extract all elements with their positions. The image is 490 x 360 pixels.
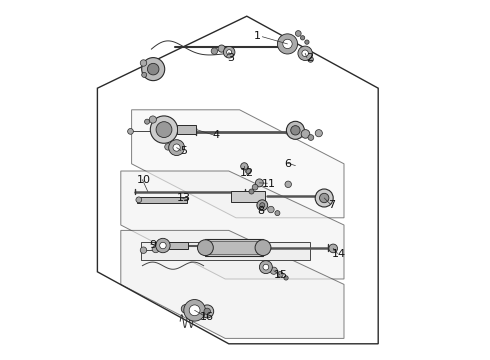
Text: 14: 14	[332, 249, 345, 259]
Circle shape	[160, 242, 166, 249]
Circle shape	[295, 31, 301, 36]
Circle shape	[259, 261, 272, 274]
Bar	[205, 239, 263, 256]
Circle shape	[181, 305, 190, 313]
Circle shape	[291, 126, 300, 135]
Circle shape	[156, 122, 172, 138]
Circle shape	[246, 169, 251, 174]
Circle shape	[136, 197, 142, 203]
Text: 15: 15	[274, 270, 288, 280]
Circle shape	[218, 45, 225, 52]
Circle shape	[308, 57, 314, 62]
Circle shape	[140, 247, 147, 253]
Circle shape	[169, 140, 185, 156]
Text: 12: 12	[240, 168, 254, 178]
Text: 13: 13	[177, 193, 191, 203]
Text: 7: 7	[328, 200, 335, 210]
Circle shape	[284, 276, 288, 280]
Circle shape	[277, 271, 283, 277]
Text: 1: 1	[254, 31, 261, 41]
Circle shape	[275, 211, 280, 216]
Circle shape	[305, 40, 309, 44]
Circle shape	[223, 46, 235, 58]
Bar	[169, 242, 189, 249]
Text: 6: 6	[285, 159, 292, 169]
Bar	[137, 197, 187, 203]
Bar	[176, 125, 196, 134]
Text: 2: 2	[306, 53, 314, 63]
Circle shape	[329, 244, 338, 253]
Text: 16: 16	[200, 312, 214, 322]
Bar	[209, 241, 259, 254]
Circle shape	[315, 130, 322, 137]
Text: 9: 9	[149, 240, 157, 250]
Circle shape	[165, 144, 171, 150]
Circle shape	[263, 264, 269, 270]
Circle shape	[283, 39, 292, 49]
Circle shape	[298, 46, 312, 60]
Circle shape	[227, 50, 232, 55]
Bar	[231, 191, 265, 202]
Circle shape	[184, 300, 205, 321]
Circle shape	[249, 189, 254, 194]
Circle shape	[201, 305, 214, 318]
Circle shape	[147, 63, 159, 75]
Circle shape	[189, 305, 200, 316]
Circle shape	[255, 240, 271, 256]
Circle shape	[142, 72, 147, 77]
Circle shape	[301, 130, 310, 138]
Circle shape	[285, 181, 292, 188]
Circle shape	[173, 144, 180, 151]
Circle shape	[204, 308, 210, 315]
Bar	[141, 242, 310, 260]
Circle shape	[211, 48, 218, 54]
Circle shape	[140, 60, 147, 66]
Circle shape	[302, 50, 308, 57]
Circle shape	[277, 34, 297, 54]
Circle shape	[150, 116, 178, 143]
Polygon shape	[121, 171, 344, 279]
Circle shape	[319, 193, 329, 203]
Text: 4: 4	[213, 130, 220, 140]
Circle shape	[286, 121, 304, 139]
Circle shape	[149, 116, 156, 123]
Circle shape	[300, 36, 305, 40]
Text: 3: 3	[227, 53, 234, 63]
Circle shape	[152, 246, 159, 253]
Text: 5: 5	[180, 146, 187, 156]
Circle shape	[260, 203, 265, 208]
Polygon shape	[132, 110, 344, 218]
Polygon shape	[121, 230, 344, 338]
Circle shape	[257, 200, 268, 211]
Circle shape	[142, 58, 165, 81]
Circle shape	[252, 184, 258, 190]
Circle shape	[270, 267, 277, 274]
Text: 10: 10	[137, 175, 151, 185]
Circle shape	[315, 189, 333, 207]
Circle shape	[255, 179, 263, 187]
Circle shape	[268, 206, 274, 213]
Text: 8: 8	[258, 206, 265, 216]
Circle shape	[308, 135, 314, 140]
Circle shape	[127, 129, 133, 134]
Circle shape	[241, 163, 248, 170]
Circle shape	[145, 119, 149, 124]
Circle shape	[156, 238, 170, 253]
Circle shape	[197, 240, 213, 256]
Text: 11: 11	[261, 179, 275, 189]
